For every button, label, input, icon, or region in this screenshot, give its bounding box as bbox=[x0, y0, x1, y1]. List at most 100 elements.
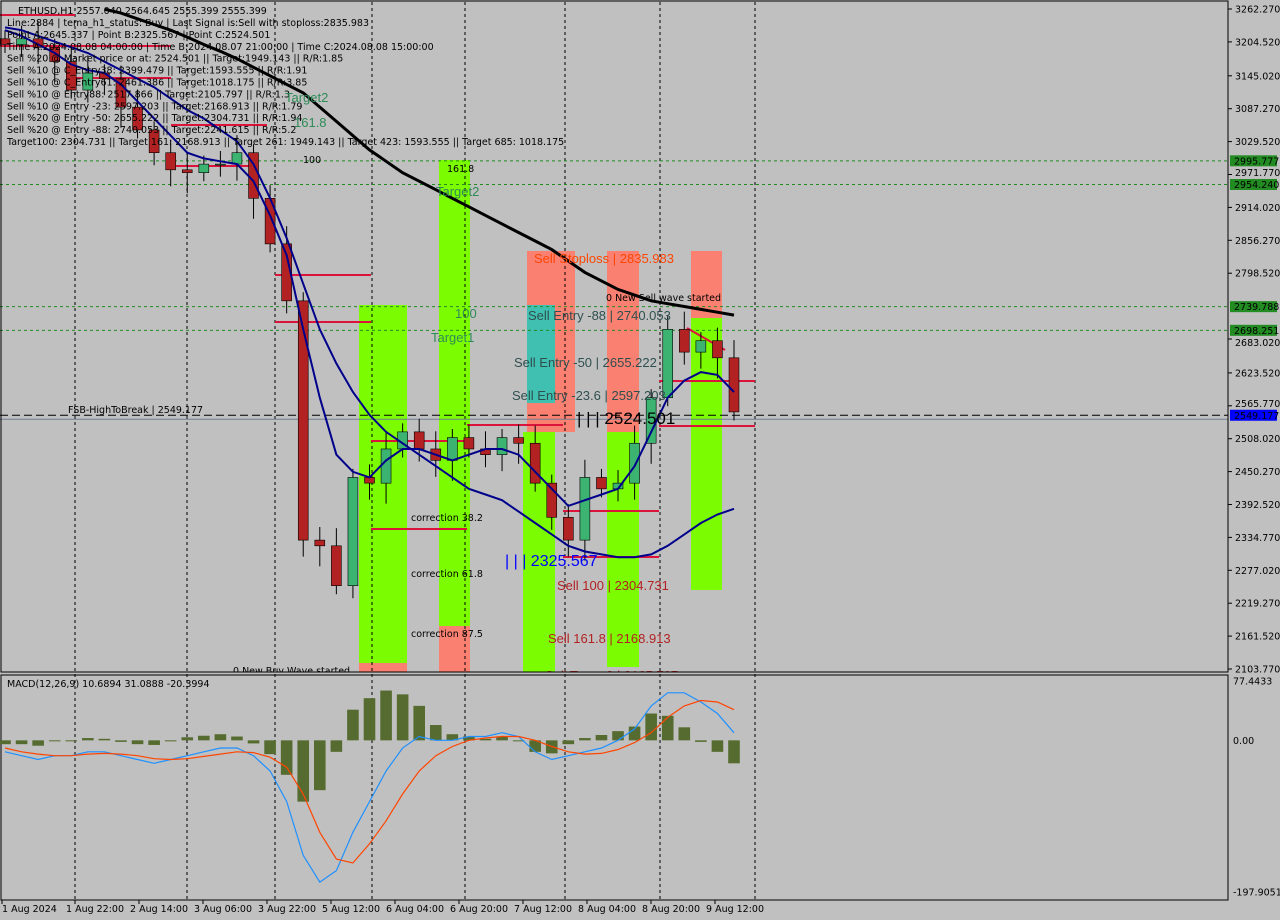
macd-histogram-bar bbox=[98, 738, 111, 741]
candle-body bbox=[165, 152, 176, 171]
macd-histogram-bar bbox=[65, 740, 78, 742]
macd-histogram-bar bbox=[562, 740, 575, 745]
macd-histogram-bar bbox=[181, 737, 194, 741]
macd-histogram-bar bbox=[728, 740, 740, 764]
candle-body bbox=[712, 340, 723, 359]
price-tick-label: 2334.770 bbox=[1235, 533, 1280, 544]
label-target2-b: Target2 bbox=[436, 184, 479, 199]
macd-histogram-bar bbox=[313, 740, 326, 791]
price-tick-label: 2508.020 bbox=[1235, 434, 1280, 445]
candle-body bbox=[679, 329, 690, 353]
horizontal-levels bbox=[0, 160, 1228, 420]
macd-indicator bbox=[0, 690, 740, 883]
header-line: Sell %20 @ Market price or at: 2524.501 … bbox=[7, 54, 343, 65]
candle-body bbox=[596, 477, 607, 490]
candle-body bbox=[0, 38, 11, 45]
macd-histogram-bar bbox=[82, 738, 94, 741]
macd-histogram-bar bbox=[164, 740, 177, 742]
price-tick-label: 3087.270 bbox=[1235, 104, 1280, 115]
label-point-c: | | | 2524.501 bbox=[577, 409, 675, 428]
price-tick-label: 2450.270 bbox=[1235, 467, 1280, 478]
header-line: Time A:2024.08.08 04:00:00 | Time B:2024… bbox=[6, 42, 434, 53]
price-tick-label: 2277.020 bbox=[1235, 566, 1280, 577]
price-tick-label: 2565.770 bbox=[1235, 399, 1280, 410]
label-sell-entry-88: Sell Entry -88 | 2740.053 bbox=[528, 308, 671, 323]
candle-body bbox=[728, 357, 740, 413]
label-fib-161-b: 161.8 bbox=[447, 164, 474, 175]
macd-histogram-bar bbox=[280, 740, 293, 775]
time-tick-label: 8 Aug 04:00 bbox=[578, 904, 636, 915]
macd-panel-border bbox=[0, 674, 1229, 901]
macd-histogram-bar bbox=[711, 740, 724, 752]
macd-histogram-bar bbox=[115, 740, 127, 742]
header-line: Line:2884 | tema_h1_status: Buy | Last S… bbox=[7, 18, 369, 29]
candle-body bbox=[563, 517, 574, 541]
price-tick-label: 2914.020 bbox=[1235, 203, 1280, 214]
ma-long-line bbox=[104, 7, 735, 317]
chart-annotations: ETHUSD,H1 2557.040 2564.645 2555.399 255… bbox=[6, 6, 721, 683]
macd-histogram-bar bbox=[496, 736, 508, 741]
macd-histogram-bar bbox=[678, 727, 691, 741]
price-tag bbox=[1230, 301, 1277, 313]
label-fsb-high: FSB-HighToBreak | 2549.177 bbox=[68, 405, 203, 416]
zone-teal bbox=[527, 305, 555, 403]
candle-body bbox=[447, 437, 458, 461]
time-tick-label: 9 Aug 12:00 bbox=[706, 904, 764, 915]
candle-body bbox=[115, 78, 127, 108]
price-tick-label: 2161.520 bbox=[1235, 632, 1280, 643]
candle-body bbox=[314, 539, 326, 547]
price-tick-label: 2103.770 bbox=[1235, 665, 1280, 676]
candle-body bbox=[215, 163, 226, 166]
macd-histogram-bar bbox=[413, 705, 426, 741]
header-line: Sell %20 @ Entry -50: 2655.222 || Target… bbox=[7, 113, 302, 124]
price-tick-label: 3029.520 bbox=[1235, 137, 1280, 148]
main-panel-border bbox=[0, 0, 1229, 673]
time-axis[interactable]: 1 Aug 2024 1 Aug 22:00 2 Aug 14:00 3 Aug 06… bbox=[1, 900, 764, 915]
macd-histogram-bar bbox=[661, 715, 674, 741]
candle-body bbox=[297, 300, 309, 541]
moving-averages bbox=[4, 7, 735, 559]
macd-histogram-bar bbox=[363, 698, 376, 741]
symbol-line: ETHUSD,H1 2557.040 2564.645 2555.399 255… bbox=[18, 6, 267, 17]
header-line: Sell %20 @ Entry -88: 2740.053 || Target… bbox=[7, 125, 296, 136]
time-tick-label: 1 Aug 22:00 bbox=[66, 904, 124, 915]
price-tick-label: 2683.020 bbox=[1235, 338, 1280, 349]
price-tick-label: 2623.520 bbox=[1235, 368, 1280, 379]
header-line: Sell %10 @ Entry88: 2517.866 || Target:2… bbox=[7, 89, 290, 100]
price-tag-label: 2954.240 bbox=[1234, 180, 1279, 191]
price-tag bbox=[1230, 178, 1277, 190]
header-line: Sell %10 @ Entry -23: 2597.203 || Target… bbox=[7, 101, 302, 112]
macd-histogram-bar bbox=[131, 740, 144, 745]
price-tick-label: 2798.520 bbox=[1235, 269, 1280, 280]
price-tick-label: 2219.270 bbox=[1235, 599, 1280, 610]
price-tick-label: 3204.520 bbox=[1235, 37, 1280, 48]
candle-body bbox=[529, 442, 541, 484]
macd-main-line bbox=[4, 692, 735, 883]
macd-histogram-bar bbox=[231, 736, 243, 741]
candle-body bbox=[132, 106, 143, 131]
macd-tick-label: 77.4433 bbox=[1233, 677, 1272, 688]
zone-green bbox=[359, 305, 407, 663]
macd-histogram-bar bbox=[512, 740, 525, 742]
time-tick-label: 3 Aug 22:00 bbox=[258, 904, 316, 915]
macd-histogram-bar bbox=[297, 740, 310, 802]
candle-body bbox=[380, 448, 392, 484]
price-axis[interactable]: 3262.270 3204.520 3145.020 3087.270 3029.520… bbox=[1228, 5, 1280, 676]
label-target2: Target2 bbox=[285, 90, 328, 105]
ma-slow-line bbox=[4, 26, 735, 559]
macd-histogram-bar bbox=[695, 740, 707, 742]
label-fib-161: 161.8 bbox=[294, 115, 327, 130]
time-tick-label: 7 Aug 12:00 bbox=[514, 904, 572, 915]
candle-body bbox=[463, 437, 475, 450]
zone-red bbox=[359, 663, 407, 672]
label-sell-target-cut: Sell Target2 | 2105.797 bbox=[545, 668, 678, 683]
macd-histogram-bar bbox=[645, 713, 657, 741]
candle-body bbox=[231, 152, 243, 165]
candle-body bbox=[413, 431, 425, 450]
macd-histogram-bar bbox=[595, 734, 608, 741]
macd-histogram-bar bbox=[347, 709, 359, 741]
header-line: Point A:2645.337 | Point B:2325.567 | Po… bbox=[7, 30, 270, 41]
macd-tick-label: 0.00 bbox=[1233, 736, 1254, 747]
